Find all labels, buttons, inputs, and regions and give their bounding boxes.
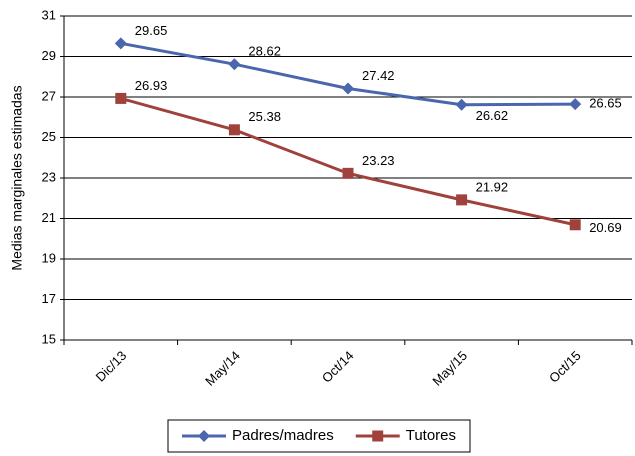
marker bbox=[115, 92, 127, 104]
series-line bbox=[120, 41, 576, 107]
y-tick-label: 23 bbox=[42, 169, 56, 184]
marker bbox=[456, 194, 468, 206]
legend-marker bbox=[198, 430, 210, 442]
y-tick-label: 15 bbox=[42, 331, 56, 346]
data-label: 21.92 bbox=[476, 179, 509, 194]
marker bbox=[342, 167, 354, 179]
legend-label: Tutores bbox=[406, 427, 456, 444]
x-tick-label: Oct/15 bbox=[546, 348, 584, 386]
y-tick-label: 25 bbox=[42, 129, 56, 144]
y-tick-label: 29 bbox=[42, 48, 56, 63]
marker bbox=[455, 98, 468, 111]
x-tick-label: Dic/13 bbox=[93, 348, 130, 385]
x-tick-label: May/15 bbox=[429, 348, 470, 389]
y-axis-label: Medias marginales estimadas bbox=[9, 85, 25, 270]
data-label: 23.23 bbox=[362, 153, 395, 168]
x-tick-label: May/14 bbox=[202, 348, 243, 389]
marker bbox=[342, 82, 354, 95]
legend-label: Padres/madres bbox=[232, 427, 334, 444]
data-label: 26.62 bbox=[476, 108, 509, 123]
data-label: 20.69 bbox=[589, 220, 622, 235]
marker bbox=[569, 98, 582, 111]
legend-marker bbox=[372, 430, 384, 442]
data-label: 28.62 bbox=[248, 44, 281, 59]
marker bbox=[569, 219, 581, 231]
y-tick-label: 27 bbox=[42, 88, 56, 103]
y-tick-label: 17 bbox=[42, 291, 56, 306]
data-label: 26.65 bbox=[589, 96, 622, 111]
marker bbox=[228, 124, 240, 136]
legend: Padres/madres Tutores bbox=[167, 419, 471, 453]
data-label: 25.38 bbox=[248, 109, 281, 124]
data-label: 27.42 bbox=[362, 68, 395, 83]
data-label: 29.65 bbox=[135, 23, 168, 38]
y-tick-label: 21 bbox=[42, 210, 56, 225]
data-label: 26.93 bbox=[135, 78, 168, 93]
marker bbox=[228, 58, 241, 71]
y-tick-label: 19 bbox=[42, 250, 56, 265]
marker bbox=[114, 37, 127, 50]
x-tick-label: Oct/14 bbox=[319, 348, 357, 386]
y-tick-label: 31 bbox=[42, 7, 56, 22]
